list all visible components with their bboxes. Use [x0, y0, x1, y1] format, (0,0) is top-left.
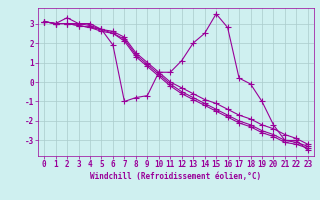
X-axis label: Windchill (Refroidissement éolien,°C): Windchill (Refroidissement éolien,°C) [91, 172, 261, 181]
